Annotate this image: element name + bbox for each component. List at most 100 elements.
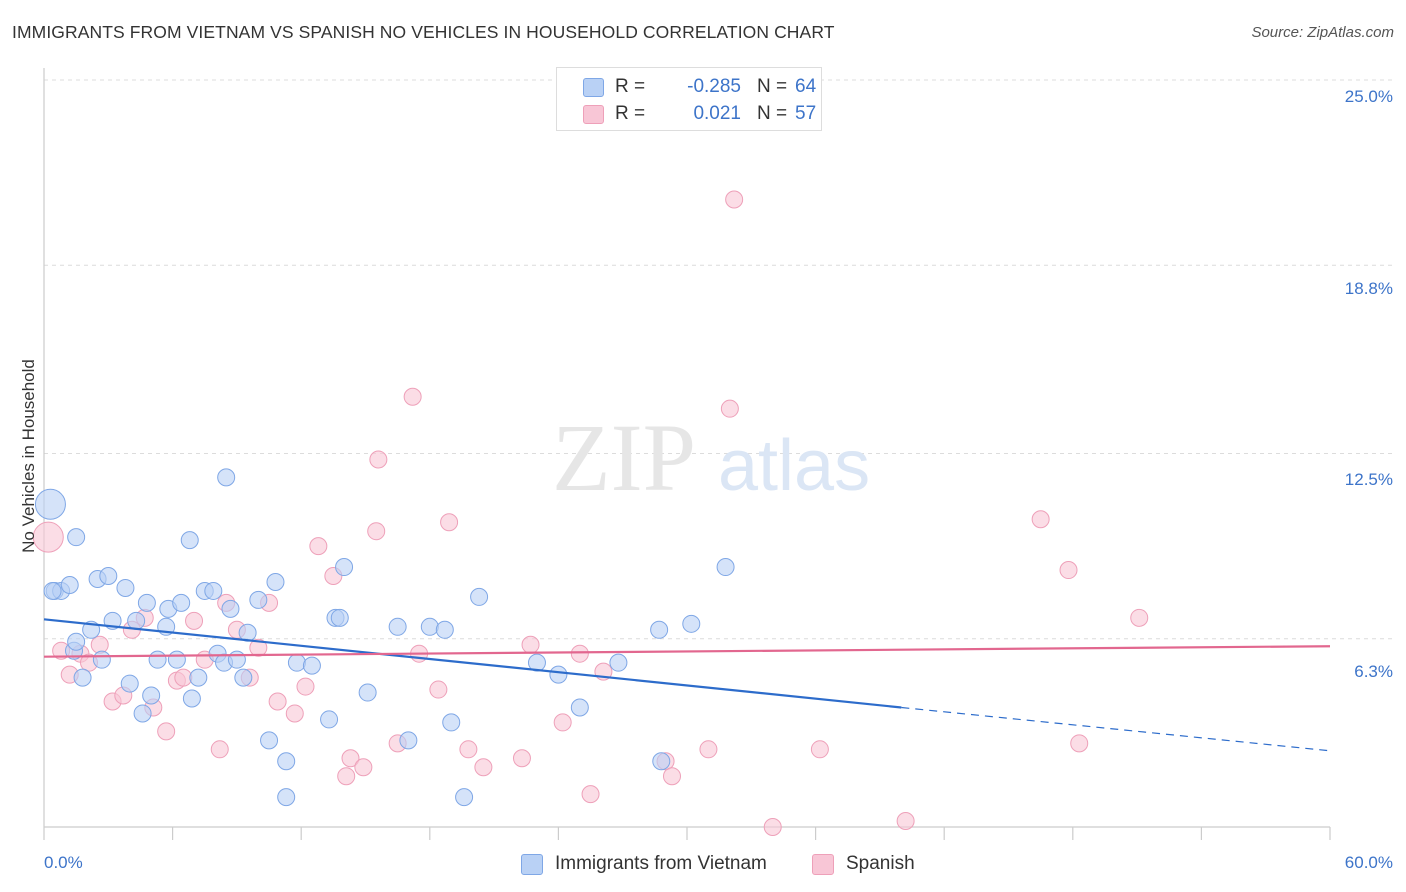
spanish-point: [1059, 561, 1078, 580]
watermark: ZIP atlas: [552, 404, 870, 511]
vietnam-point: [549, 665, 568, 684]
vietnam-point: [335, 558, 354, 577]
watermark-zip: ZIP: [552, 404, 696, 511]
spanish-point: [810, 740, 829, 759]
spanish-point: [174, 668, 193, 687]
vietnam-point: [172, 593, 191, 612]
spanish-point: [296, 677, 315, 696]
spanish-point: [699, 740, 718, 759]
spanish-point: [662, 767, 681, 786]
spanish-point: [553, 713, 572, 732]
vietnam-point: [116, 578, 135, 597]
r-value: 0.021: [693, 103, 741, 124]
vietnam-point: [420, 617, 439, 636]
legend-swatch-spanish: [812, 854, 834, 875]
vietnam-trend-line: [43, 618, 902, 709]
vietnam-point: [682, 614, 701, 633]
vietnam-point: [234, 668, 253, 687]
spanish-point: [725, 190, 744, 209]
spanish-point: [1130, 608, 1149, 627]
vietnam-point: [142, 686, 161, 705]
vietnam-point: [120, 674, 139, 693]
vietnam-point: [43, 581, 62, 600]
spanish-point: [474, 758, 493, 777]
n-label: N =: [757, 76, 788, 97]
x-tick-label-max: 60.0%: [1344, 853, 1393, 872]
vietnam-point: [652, 752, 671, 771]
spanish-point: [90, 635, 109, 654]
vietnam-point: [277, 752, 296, 771]
vietnam-trend-extension: [901, 706, 1331, 752]
vietnam-point: [609, 653, 628, 672]
spanish-point: [268, 692, 287, 711]
legend-label-vietnam: Immigrants from Vietnam: [555, 853, 767, 874]
chart-title: IMMIGRANTS FROM VIETNAM VS SPANISH NO VE…: [12, 22, 835, 42]
vietnam-point: [320, 710, 339, 729]
n-value: 64: [795, 76, 817, 97]
vietnam-point: [92, 650, 111, 669]
vietnam-point: [287, 653, 306, 672]
spanish-point: [1031, 510, 1050, 529]
source-label: Source: ZipAtlas.com: [1251, 24, 1394, 41]
spanish-point: [429, 680, 448, 699]
spanish-point: [341, 749, 360, 768]
vietnam-point: [182, 689, 201, 708]
y-tick-label-18-8: 18.8%: [1344, 279, 1393, 298]
vietnam-point: [650, 620, 669, 639]
n-value: 57: [795, 103, 817, 124]
spanish-point: [403, 387, 422, 406]
spanish-point: [369, 450, 388, 469]
axes: [43, 68, 1331, 840]
spanish-point: [337, 767, 356, 786]
vietnam-point: [99, 567, 118, 586]
spanish-point: [720, 399, 739, 418]
vietnam-point: [189, 668, 208, 687]
vietnam-point: [455, 788, 474, 807]
spanish-point: [459, 740, 478, 759]
vietnam-point: [73, 668, 92, 687]
x-tick-label-min: 0.0%: [44, 853, 83, 872]
gridlines: [44, 79, 1393, 640]
y-tick-label-25: 25.0%: [1344, 87, 1393, 106]
y-tick-label-12-5: 12.5%: [1344, 470, 1393, 489]
vietnam-point: [399, 731, 418, 750]
spanish-trend-line: [43, 645, 1331, 658]
vietnam-point: [330, 608, 349, 627]
vietnam-point: [227, 650, 246, 669]
vietnam-point: [260, 731, 279, 750]
vietnam-point: [127, 611, 146, 630]
vietnam-point: [442, 713, 461, 732]
vietnam-point: [358, 683, 377, 702]
spanish-point: [1070, 734, 1089, 753]
spanish-point: [896, 812, 915, 831]
r-label: R =: [615, 76, 646, 97]
vietnam-point: [34, 488, 66, 520]
spanish-point: [309, 537, 328, 556]
data-points: [32, 190, 1149, 836]
spanish-point: [249, 638, 268, 657]
vietnam-point: [148, 650, 167, 669]
watermark-atlas: atlas: [718, 426, 870, 506]
spanish-point: [367, 522, 386, 541]
vietnam-swatch: [583, 78, 604, 97]
vietnam-point: [180, 531, 199, 550]
vietnam-point: [137, 593, 156, 612]
spanish-point: [512, 749, 531, 768]
vietnam-point: [266, 572, 285, 591]
vietnam-point: [716, 558, 735, 577]
vietnam-point: [302, 656, 321, 675]
vietnam-point: [60, 575, 79, 594]
vietnam-point: [570, 698, 589, 717]
spanish-point: [581, 785, 600, 804]
vietnam-point: [277, 788, 296, 807]
n-label: N =: [757, 103, 788, 124]
vietnam-point: [435, 620, 454, 639]
legend-label-spanish: Spanish: [846, 853, 915, 874]
vietnam-point: [388, 617, 407, 636]
spanish-point: [210, 740, 229, 759]
r-label: R =: [615, 103, 646, 124]
spanish-swatch: [583, 105, 604, 124]
vietnam-point: [67, 528, 86, 547]
y-tick-label-6-3: 6.3%: [1354, 662, 1393, 681]
vietnam-point: [470, 587, 489, 606]
